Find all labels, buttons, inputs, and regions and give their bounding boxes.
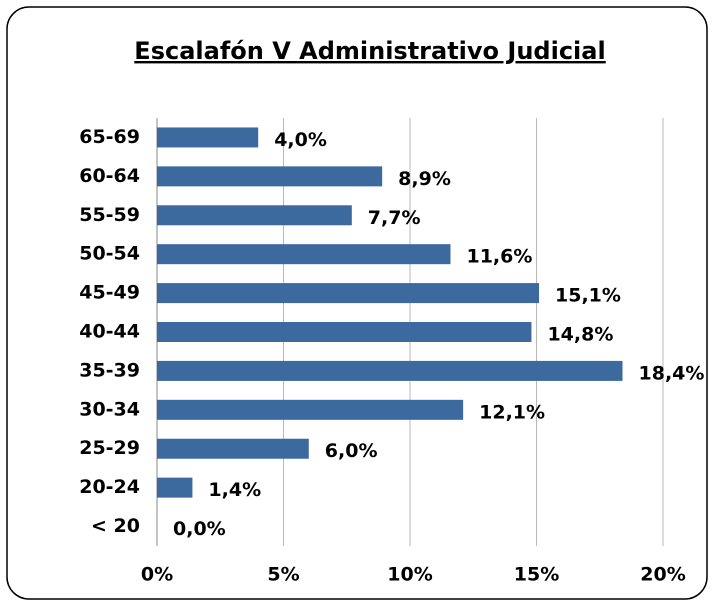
x-tick-label: 20% xyxy=(640,564,685,586)
bar xyxy=(157,360,623,381)
bar xyxy=(157,322,532,342)
x-tick-label: 10% xyxy=(387,564,432,586)
y-tick-label: < 20 xyxy=(91,515,140,537)
x-tick-label: 15% xyxy=(514,564,559,586)
bar xyxy=(157,166,383,187)
data-label: 8,9% xyxy=(398,168,451,190)
y-tick-label: 35-39 xyxy=(79,359,140,381)
y-tick-label: 20-24 xyxy=(79,476,140,498)
y-tick-label: 45-49 xyxy=(79,282,140,304)
data-label: 11,6% xyxy=(466,246,532,268)
bar xyxy=(157,399,464,420)
y-tick-label: 30-34 xyxy=(79,398,140,420)
data-label: 15,1% xyxy=(555,285,621,307)
bar xyxy=(157,477,193,498)
bar xyxy=(157,438,309,459)
data-label: 14,8% xyxy=(547,324,613,346)
data-label: 4,0% xyxy=(274,129,327,151)
data-label: 18,4% xyxy=(639,362,705,384)
y-tick-label: 60-64 xyxy=(79,165,140,187)
y-tick-label: 40-44 xyxy=(79,321,140,343)
data-label: 0,0% xyxy=(173,518,226,540)
bar xyxy=(157,283,540,304)
bar xyxy=(157,205,352,226)
x-tick-label: 0% xyxy=(141,564,173,586)
bar xyxy=(157,244,451,265)
y-tick-label: 65-69 xyxy=(79,126,140,148)
data-label: 12,1% xyxy=(479,401,545,423)
y-tick-label: 25-29 xyxy=(79,437,140,459)
y-tick-label: 55-59 xyxy=(79,204,140,226)
data-label: 6,0% xyxy=(325,440,378,462)
data-label: 1,4% xyxy=(208,479,261,501)
x-tick-label: 5% xyxy=(267,564,299,586)
bar xyxy=(157,127,259,148)
data-label: 7,7% xyxy=(368,207,421,229)
chart-title: Escalafón V Administrativo Judicial xyxy=(134,37,605,65)
y-tick-label: 50-54 xyxy=(79,243,140,265)
